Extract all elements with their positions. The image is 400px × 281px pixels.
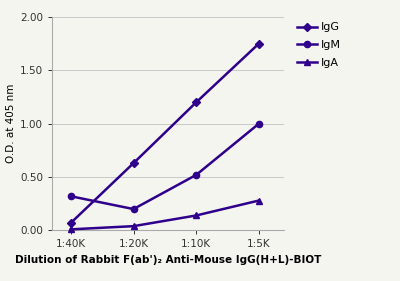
- IgG: [194, 101, 199, 104]
- IgA: [194, 214, 199, 217]
- Line: IgA: IgA: [68, 197, 262, 232]
- IgG: [68, 221, 73, 225]
- IgG: [131, 162, 136, 165]
- IgA: [68, 228, 73, 231]
- IgA: [131, 225, 136, 228]
- IgM: [194, 173, 199, 176]
- X-axis label: Dilution of Rabbit F(ab')₂ Anti-Mouse IgG(H+L)-BIOT: Dilution of Rabbit F(ab')₂ Anti-Mouse Ig…: [15, 255, 321, 265]
- Line: IgG: IgG: [68, 40, 262, 226]
- Legend: IgG, IgM, IgA: IgG, IgM, IgA: [296, 22, 341, 68]
- IgA: [256, 199, 261, 202]
- IgM: [256, 122, 261, 125]
- IgM: [68, 194, 73, 198]
- IgM: [131, 207, 136, 211]
- IgG: [256, 42, 261, 45]
- Y-axis label: O.D. at 405 nm: O.D. at 405 nm: [6, 84, 16, 163]
- Line: IgM: IgM: [68, 121, 262, 212]
